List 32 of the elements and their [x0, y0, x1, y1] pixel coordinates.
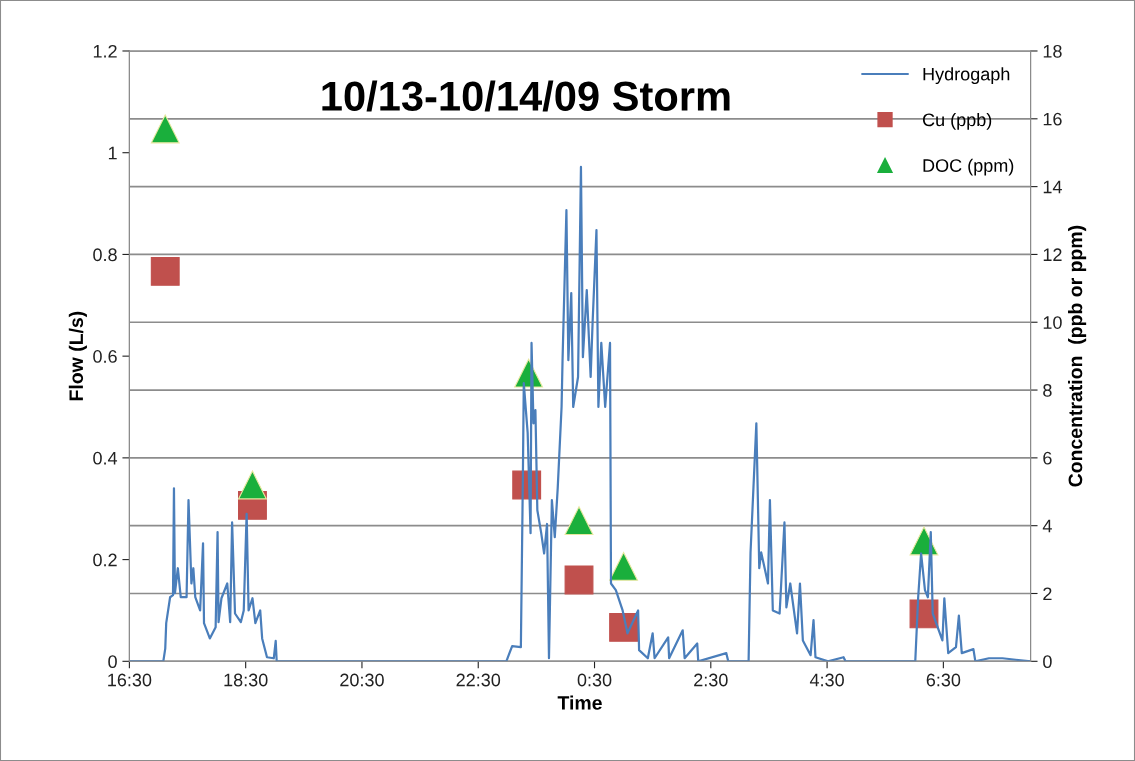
- y2-tick-label: 12: [1043, 248, 1062, 261]
- y2-tick-label: 4: [1042, 519, 1052, 533]
- y2-tick-label: 18: [1043, 44, 1062, 58]
- y2-axis-title: Concentration (ppb or ppm): [1068, 225, 1087, 487]
- y2-tick-label: 2: [1043, 587, 1052, 601]
- x-tick-label: 4:30: [809, 673, 844, 687]
- x-tick-label: 18:30: [224, 673, 268, 687]
- y2-tick-label: 10: [1043, 316, 1062, 329]
- y2-tick-label: 8: [1043, 383, 1052, 397]
- x-axis-title: Time: [557, 695, 602, 710]
- y-axis-title: Flow (L/s): [68, 311, 87, 401]
- legend-label: Hydrogaph: [923, 67, 1010, 85]
- legend-label: Cu (ppb): [922, 112, 992, 130]
- y2-tick-label: 14: [1043, 180, 1062, 194]
- y-tick-label: 0.8: [93, 248, 117, 262]
- y-tick-label: 0: [108, 655, 117, 669]
- y2-tick-label: 16: [1043, 112, 1062, 126]
- y-tick-label: 0.6: [93, 350, 117, 363]
- legend-label: DOC (ppm): [923, 158, 1014, 176]
- text: 10/13-10/14/09 Storm: [322, 80, 730, 112]
- x-tick-label: 2:30: [694, 673, 728, 687]
- x-tick-label: 0:30: [577, 673, 612, 687]
- x-tick-label: 6:30: [926, 673, 961, 687]
- y-tick-label: 1: [108, 146, 117, 160]
- x-tick-label: 22:30: [456, 673, 501, 687]
- y2-tick-label: 0: [1043, 655, 1052, 669]
- y2-tick-label: 6: [1043, 451, 1052, 465]
- y-tick-label: 0.2: [93, 553, 117, 567]
- x-tick-label: 16:30: [108, 673, 152, 687]
- y-tick-label: 0.4: [93, 451, 118, 465]
- y-tick-label: 1.2: [93, 44, 117, 58]
- x-tick-label: 20:30: [340, 673, 384, 687]
